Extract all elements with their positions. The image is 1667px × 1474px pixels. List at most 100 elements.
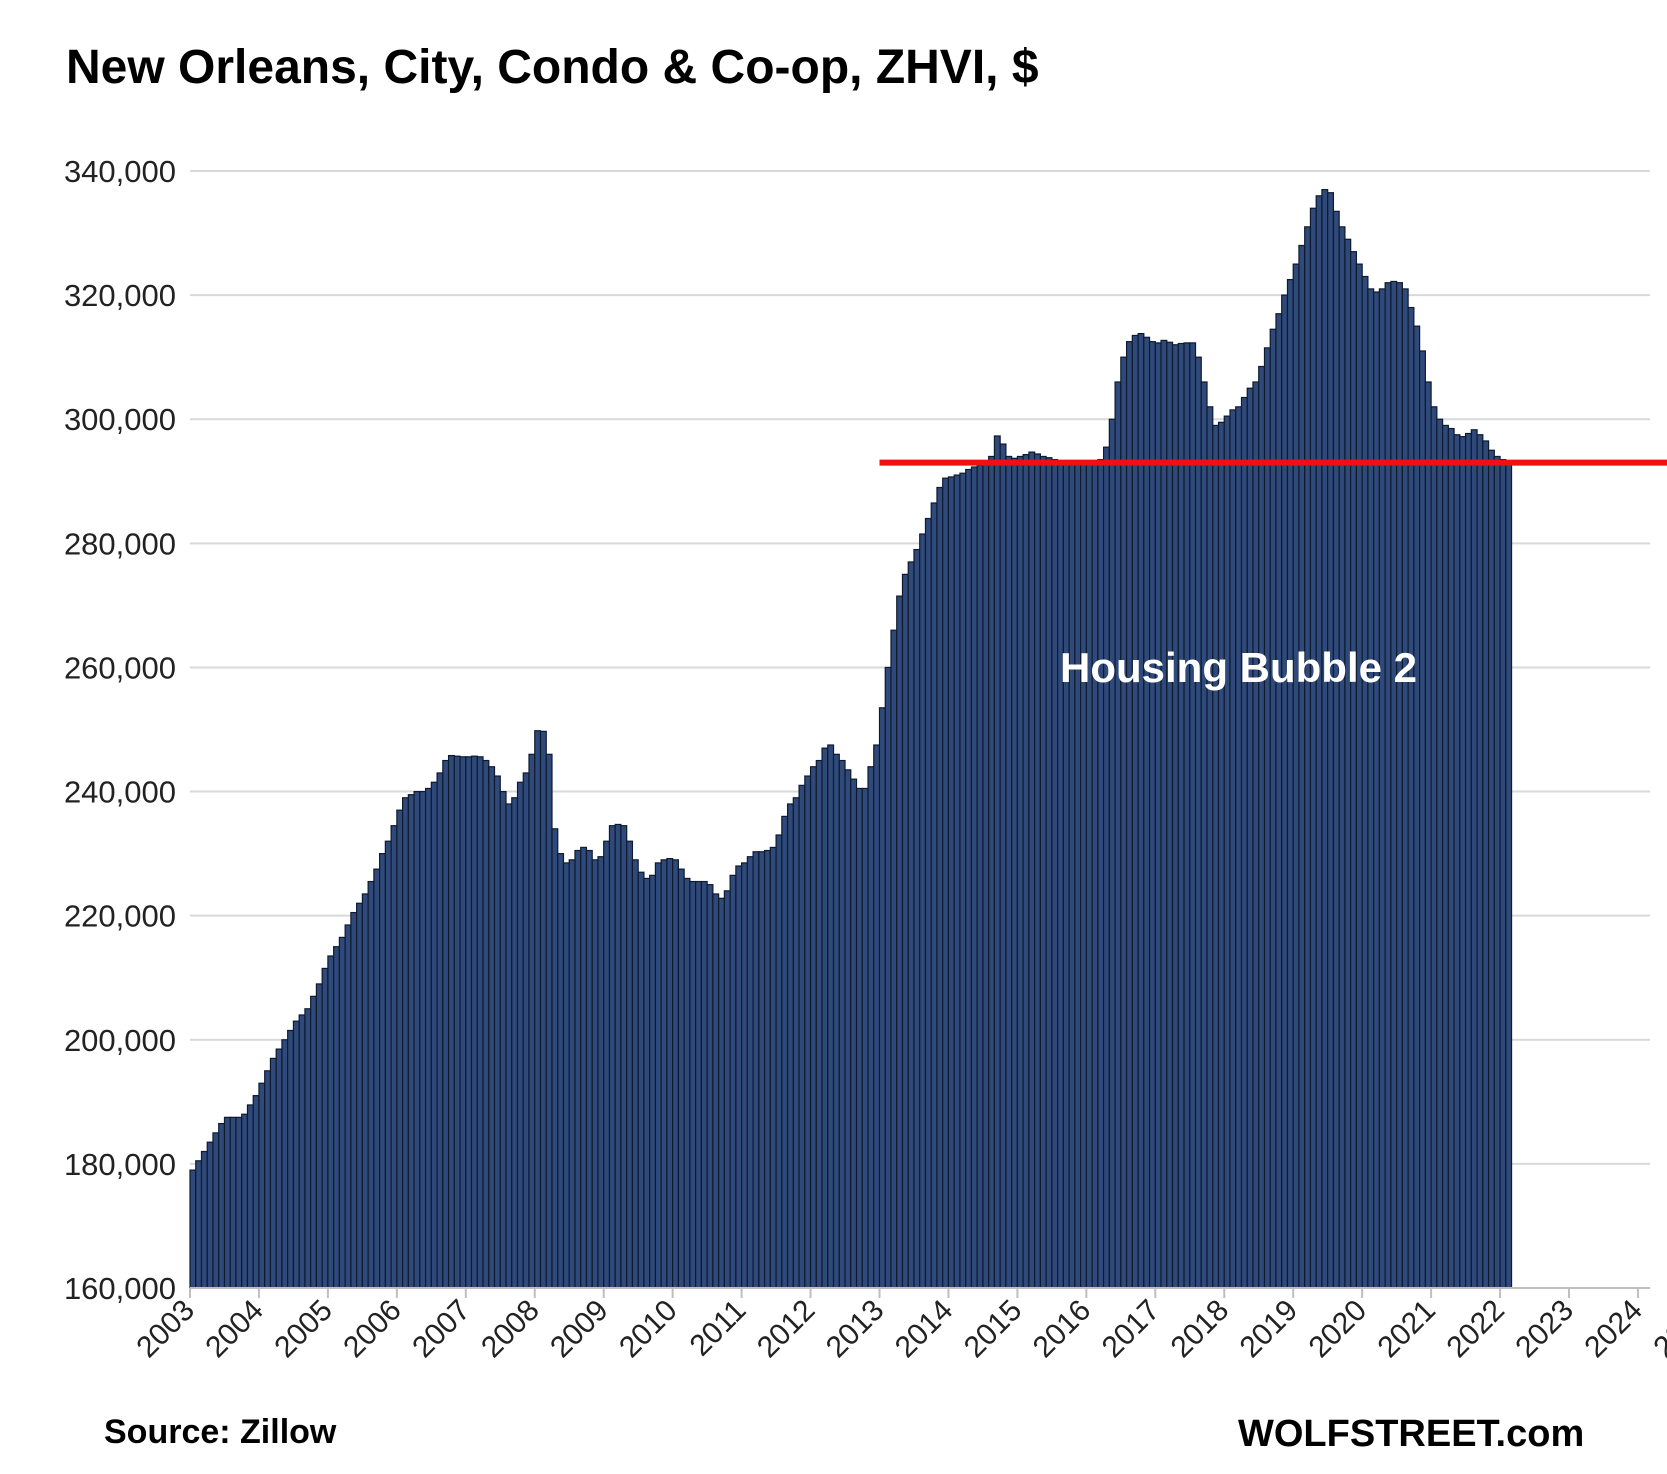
bar <box>304 1008 312 1289</box>
bar <box>970 466 978 1289</box>
bar <box>821 747 829 1289</box>
bar <box>1016 455 1024 1289</box>
bar <box>666 857 674 1289</box>
bar <box>580 846 588 1289</box>
bar <box>1332 210 1340 1289</box>
bar <box>1309 207 1317 1289</box>
bar <box>264 1070 272 1289</box>
bar <box>338 936 346 1289</box>
bar <box>241 1113 249 1289</box>
bar <box>1240 396 1248 1289</box>
bar <box>867 766 875 1289</box>
bar <box>878 707 886 1289</box>
bar <box>953 474 961 1289</box>
bar <box>844 769 852 1289</box>
bar <box>522 772 530 1289</box>
bar <box>1344 238 1352 1289</box>
bar <box>718 897 725 1289</box>
bar <box>649 874 657 1289</box>
x-tick-label: 2012 <box>751 1294 822 1365</box>
bar <box>942 477 950 1289</box>
x-tick-label: 2022 <box>1440 1294 1511 1365</box>
bar <box>603 840 611 1289</box>
bar <box>493 775 501 1289</box>
bar <box>379 853 386 1289</box>
bar <box>1401 288 1409 1289</box>
bar <box>1499 458 1507 1289</box>
bar <box>993 435 1001 1289</box>
bar <box>884 666 892 1289</box>
bar <box>275 1048 283 1289</box>
bar <box>321 967 329 1289</box>
x-tick-label: 2014 <box>889 1294 960 1365</box>
bar <box>1137 332 1145 1289</box>
bar <box>1062 461 1070 1289</box>
annotation-label: Housing Bubble 2 <box>1060 644 1417 691</box>
x-tick-label: 2019 <box>1234 1294 1305 1365</box>
bar <box>614 823 622 1289</box>
bar <box>1304 226 1312 1289</box>
bar <box>545 753 553 1289</box>
y-tick-label: 280,000 <box>64 526 176 561</box>
bar <box>212 1132 220 1289</box>
y-tick-label: 340,000 <box>64 154 176 189</box>
bar <box>982 462 990 1289</box>
bar <box>643 877 651 1289</box>
bar <box>218 1122 226 1289</box>
bar <box>476 756 484 1289</box>
bar <box>660 859 668 1289</box>
bar <box>1154 342 1162 1289</box>
bar <box>740 862 748 1289</box>
bar <box>890 629 898 1289</box>
y-tick-label: 180,000 <box>64 1147 176 1182</box>
bar <box>287 1029 295 1289</box>
bar <box>654 862 662 1289</box>
bar <box>1034 453 1041 1289</box>
bar <box>1183 342 1191 1289</box>
bar <box>735 865 743 1289</box>
bar <box>447 754 455 1289</box>
bar <box>1470 429 1478 1289</box>
bar <box>1292 263 1300 1289</box>
bar <box>809 766 817 1289</box>
bar <box>1189 342 1197 1289</box>
bar <box>695 880 702 1289</box>
bar <box>511 797 519 1289</box>
bar <box>557 853 565 1289</box>
bar <box>1252 381 1260 1289</box>
bar <box>315 983 323 1289</box>
bar <box>1022 453 1030 1289</box>
bar <box>1493 455 1501 1289</box>
bar <box>769 846 777 1289</box>
bar <box>1235 406 1243 1289</box>
source-label: Source: Zillow <box>104 1413 337 1451</box>
bar <box>453 755 461 1289</box>
bar <box>683 877 691 1289</box>
bar <box>1355 263 1363 1289</box>
bar <box>798 784 806 1289</box>
bar <box>534 730 542 1289</box>
bar <box>1114 381 1122 1289</box>
bar <box>1482 440 1490 1289</box>
bar <box>488 766 496 1289</box>
bar <box>551 828 559 1289</box>
bar <box>195 1160 203 1289</box>
bar <box>672 859 680 1289</box>
x-tick-label: 2011 <box>684 1294 753 1363</box>
bar <box>459 756 467 1289</box>
bar <box>384 840 392 1289</box>
bar <box>1108 418 1116 1289</box>
y-tick-label: 200,000 <box>64 1023 176 1058</box>
bar <box>1384 282 1392 1289</box>
x-tick-label: 2018 <box>1165 1294 1236 1365</box>
bar <box>327 955 335 1289</box>
brand-label: WOLFSTREET.com <box>1238 1413 1585 1455</box>
bar <box>1505 462 1513 1289</box>
bar <box>988 455 996 1289</box>
bar <box>706 884 714 1289</box>
bar <box>1413 325 1421 1289</box>
bar <box>1424 381 1432 1289</box>
bar <box>947 476 955 1289</box>
bar <box>1143 336 1151 1289</box>
bar <box>1441 424 1449 1289</box>
